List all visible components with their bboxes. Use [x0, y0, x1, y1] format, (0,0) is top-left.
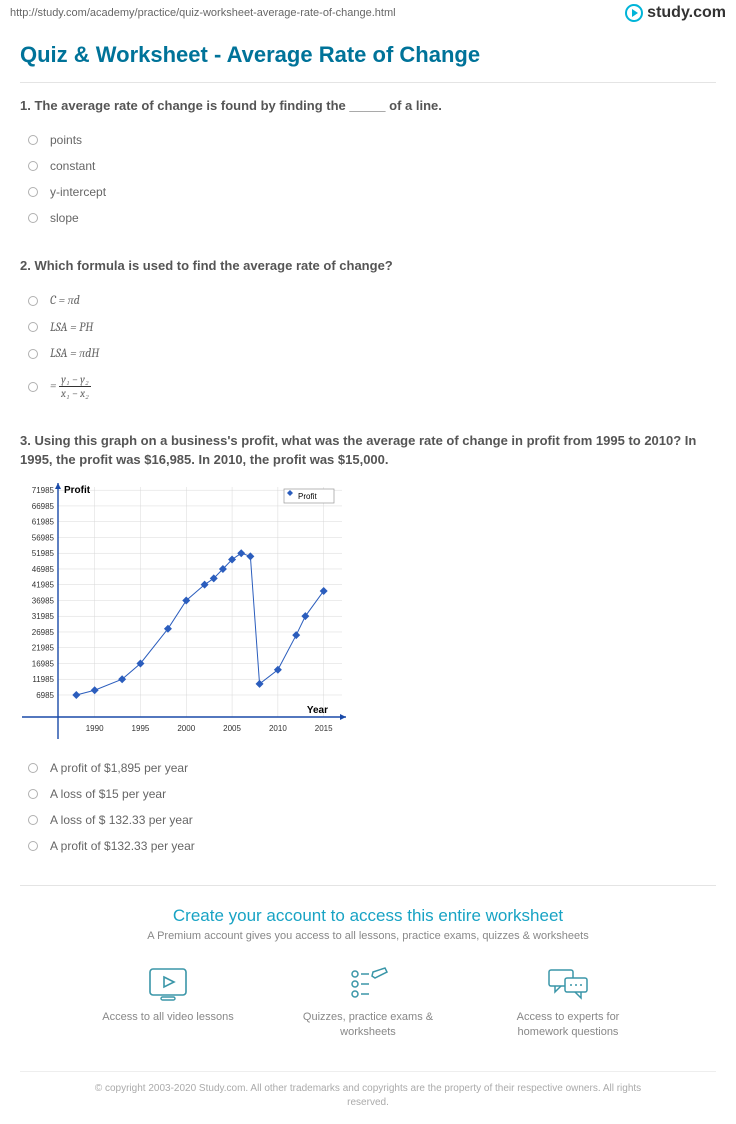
radio-button[interactable] — [28, 789, 38, 799]
option-label: A loss of $ 132.33 per year — [50, 813, 193, 827]
feature-quizzes: Quizzes, practice exams & worksheets — [298, 966, 438, 1041]
svg-text:31985: 31985 — [32, 612, 55, 621]
radio-button[interactable] — [28, 815, 38, 825]
cta-section: Create your account to access this entir… — [20, 885, 716, 1071]
radio-button[interactable] — [28, 161, 38, 171]
radio-button[interactable] — [28, 322, 38, 332]
checklist-icon — [347, 966, 389, 1002]
question-text: 2. Which formula is used to find the ave… — [20, 257, 716, 275]
question-text: 1. The average rate of change is found b… — [20, 97, 716, 115]
svg-text:2000: 2000 — [177, 724, 195, 733]
profit-chart: 6985 11985 16985 21985 26985 31985 36985 41985 4… — [20, 481, 350, 741]
option-label: slope — [50, 211, 79, 225]
radio-button[interactable] — [28, 213, 38, 223]
option-label: points — [50, 133, 82, 147]
svg-text:71985: 71985 — [32, 486, 55, 495]
svg-text:61985: 61985 — [32, 517, 55, 526]
svg-text:2005: 2005 — [223, 724, 241, 733]
option-label: constant — [50, 159, 95, 173]
svg-text:6985: 6985 — [36, 691, 54, 700]
option-label: A profit of $132.33 per year — [50, 839, 195, 853]
radio-button[interactable] — [28, 382, 38, 392]
svg-text:26985: 26985 — [32, 628, 55, 637]
radio-button[interactable] — [28, 841, 38, 851]
svg-text:16985: 16985 — [32, 659, 55, 668]
option-formula: C = πd — [50, 293, 80, 308]
option-label: A loss of $15 per year — [50, 787, 166, 801]
page-title: Quiz & Worksheet - Average Rate of Chang… — [20, 36, 716, 83]
feature-videos: Access to all video lessons — [98, 966, 238, 1041]
feature-label: Access to experts for homework questions — [498, 1010, 638, 1041]
option-formula: LSA = πdH — [50, 346, 99, 361]
question-2: 2. Which formula is used to find the ave… — [20, 257, 716, 406]
video-icon — [147, 966, 189, 1002]
svg-text:46985: 46985 — [32, 565, 55, 574]
question-text: 3. Using this graph on a business's prof… — [20, 432, 716, 468]
svg-text:Profit: Profit — [64, 485, 91, 496]
chat-icon — [547, 966, 589, 1002]
question-1: 1. The average rate of change is found b… — [20, 97, 716, 231]
brand-name: study.com — [647, 4, 726, 22]
svg-text:41985: 41985 — [32, 580, 55, 589]
svg-text:Year: Year — [307, 705, 328, 716]
svg-text:2010: 2010 — [269, 724, 287, 733]
svg-text:11985: 11985 — [32, 675, 54, 684]
feature-experts: Access to experts for homework questions — [498, 966, 638, 1041]
page-url: http://study.com/academy/practice/quiz-w… — [10, 7, 396, 19]
svg-text:Profit: Profit — [298, 492, 317, 501]
svg-text:2015: 2015 — [315, 724, 333, 733]
svg-text:66985: 66985 — [32, 502, 55, 511]
copyright-text: © copyright 2003-2020 Study.com. All oth… — [20, 1071, 716, 1124]
svg-text:21985: 21985 — [32, 643, 55, 652]
svg-text:1995: 1995 — [132, 724, 150, 733]
svg-text:56985: 56985 — [32, 533, 55, 542]
svg-text:51985: 51985 — [32, 549, 55, 558]
option-formula: LSA = PH — [50, 320, 93, 334]
option-label: A profit of $1,895 per year — [50, 761, 188, 775]
play-circle-icon — [625, 4, 643, 22]
svg-text:1990: 1990 — [86, 724, 104, 733]
radio-button[interactable] — [28, 187, 38, 197]
radio-button[interactable] — [28, 763, 38, 773]
brand-logo[interactable]: study.com — [625, 4, 726, 22]
radio-button[interactable] — [28, 135, 38, 145]
cta-subtitle: A Premium account gives you access to al… — [50, 930, 686, 942]
option-formula: = y₁ − y₂x₁ − x₂ — [50, 373, 91, 400]
question-3: 3. Using this graph on a business's prof… — [20, 432, 716, 858]
cta-title: Create your account to access this entir… — [50, 906, 686, 926]
radio-button[interactable] — [28, 296, 38, 306]
option-label: y-intercept — [50, 185, 106, 199]
chart-svg: 6985 11985 16985 21985 26985 31985 36985 41985 4… — [20, 481, 350, 741]
svg-text:36985: 36985 — [32, 596, 55, 605]
radio-button[interactable] — [28, 349, 38, 359]
feature-label: Quizzes, practice exams & worksheets — [298, 1010, 438, 1041]
feature-label: Access to all video lessons — [98, 1010, 238, 1025]
